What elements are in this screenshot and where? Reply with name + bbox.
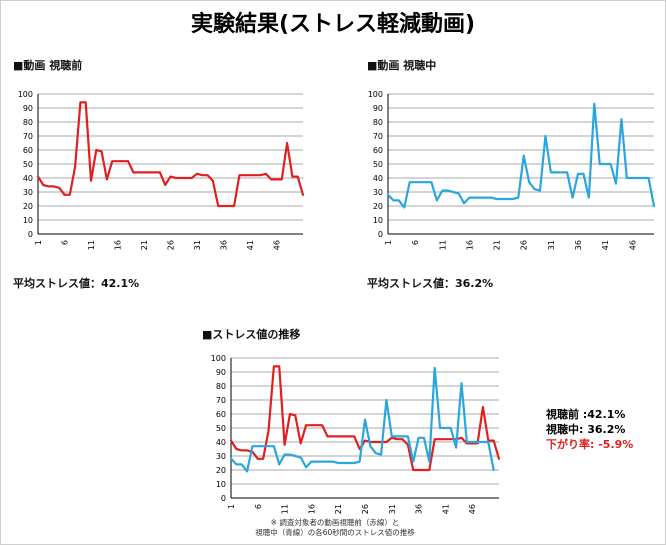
legend-during: 視聴中: 36.2% bbox=[546, 423, 626, 436]
y-tick-label: 0 bbox=[378, 230, 383, 239]
y-tick-label: 80 bbox=[216, 382, 226, 391]
x-tick-label: 11 bbox=[438, 240, 447, 250]
x-tick-label: 36 bbox=[415, 504, 424, 514]
y-tick-label: 40 bbox=[373, 174, 383, 183]
x-tick-label: 21 bbox=[140, 240, 149, 250]
main-title: 実験結果(ストレス軽減動画) bbox=[190, 12, 476, 37]
y-tick-label: 20 bbox=[216, 466, 226, 475]
x-tick-label: 1 bbox=[227, 504, 236, 509]
x-tick-label: 41 bbox=[441, 504, 450, 514]
legend-before: 視聴前 :42.1% bbox=[546, 408, 626, 421]
x-tick-label: 21 bbox=[334, 504, 343, 514]
x-tick-label: 26 bbox=[361, 504, 370, 514]
series-line bbox=[386, 102, 656, 209]
y-tick-label: 60 bbox=[373, 146, 383, 155]
y-tick-label: 20 bbox=[373, 202, 383, 211]
x-tick-label: 41 bbox=[246, 240, 255, 250]
footnote-line-2: 視聴中（青線）の各60秒間のストレス値の推移 bbox=[255, 528, 415, 537]
y-tick-label: 30 bbox=[216, 452, 226, 461]
y-tick-label: 10 bbox=[373, 216, 383, 225]
legend-drop: 下がり率: -5.9% bbox=[546, 438, 634, 451]
x-tick-label: 36 bbox=[220, 240, 229, 250]
x-tick-label: 31 bbox=[193, 240, 202, 250]
x-tick-label: 46 bbox=[468, 504, 477, 514]
x-tick-label: 16 bbox=[114, 240, 123, 250]
x-tick-label: 21 bbox=[493, 240, 502, 250]
y-tick-label: 80 bbox=[373, 118, 383, 127]
x-tick-label: 26 bbox=[520, 240, 529, 250]
x-tick-label: 11 bbox=[281, 504, 290, 514]
y-tick-label: 70 bbox=[373, 132, 383, 141]
x-tick-label: 46 bbox=[273, 240, 282, 250]
chart-during-heading: ■動画 視聴中 bbox=[367, 59, 437, 72]
chart-trend-heading: ■ストレス値の推移 bbox=[202, 328, 301, 341]
x-tick-label: 1 bbox=[384, 240, 393, 245]
x-tick-label: 11 bbox=[87, 240, 96, 250]
y-tick-label: 50 bbox=[216, 424, 226, 433]
x-tick-label: 31 bbox=[388, 504, 397, 514]
chart-during-average: 平均ストレス値：36.2% bbox=[367, 277, 494, 290]
x-tick-label: 41 bbox=[601, 240, 610, 250]
x-tick-label: 31 bbox=[547, 240, 556, 250]
y-tick-label: 90 bbox=[216, 368, 226, 377]
footnote-line-1: ※ 調査対象者の動画視聴前（赤線）と bbox=[270, 518, 400, 527]
y-tick-label: 70 bbox=[216, 396, 226, 405]
x-tick-label: 6 bbox=[254, 504, 263, 509]
chart-before-average: 平均ストレス値：42.1% bbox=[13, 277, 140, 290]
x-tick-label: 46 bbox=[628, 240, 637, 250]
series-line-during bbox=[229, 366, 495, 473]
y-tick-label: 40 bbox=[216, 438, 226, 447]
x-tick-label: 16 bbox=[307, 504, 316, 514]
y-tick-label: 80 bbox=[23, 118, 33, 127]
y-tick-label: 60 bbox=[23, 146, 33, 155]
y-tick-label: 20 bbox=[23, 202, 33, 211]
x-tick-label: 36 bbox=[574, 240, 583, 250]
y-tick-label: 100 bbox=[368, 90, 383, 99]
y-tick-label: 100 bbox=[211, 354, 226, 363]
y-tick-label: 100 bbox=[18, 90, 33, 99]
y-tick-label: 40 bbox=[23, 174, 33, 183]
y-tick-label: 60 bbox=[216, 410, 226, 419]
x-tick-label: 16 bbox=[465, 240, 474, 250]
footnote: ※ 調査対象者の動画視聴前（赤線）と 視聴中（青線）の各60秒間のストレス値の推… bbox=[190, 518, 480, 538]
y-tick-label: 10 bbox=[216, 480, 226, 489]
y-tick-label: 10 bbox=[23, 216, 33, 225]
x-tick-label: 6 bbox=[411, 240, 420, 245]
x-tick-label: 1 bbox=[34, 240, 43, 245]
y-tick-label: 50 bbox=[373, 160, 383, 169]
y-tick-label: 90 bbox=[23, 104, 33, 113]
legend-box: 視聴前 :42.1% 視聴中: 36.2% 下がり率: -5.9% bbox=[546, 407, 633, 452]
y-tick-label: 90 bbox=[373, 104, 383, 113]
y-tick-label: 50 bbox=[23, 160, 33, 169]
y-tick-label: 30 bbox=[23, 188, 33, 197]
x-tick-label: 6 bbox=[61, 240, 70, 245]
series-line bbox=[36, 101, 305, 208]
chart-before-heading: ■動画 視聴前 bbox=[13, 59, 83, 72]
y-tick-label: 0 bbox=[28, 230, 33, 239]
x-tick-label: 26 bbox=[167, 240, 176, 250]
y-tick-label: 0 bbox=[221, 494, 226, 503]
y-tick-label: 30 bbox=[373, 188, 383, 197]
y-tick-label: 70 bbox=[23, 132, 33, 141]
